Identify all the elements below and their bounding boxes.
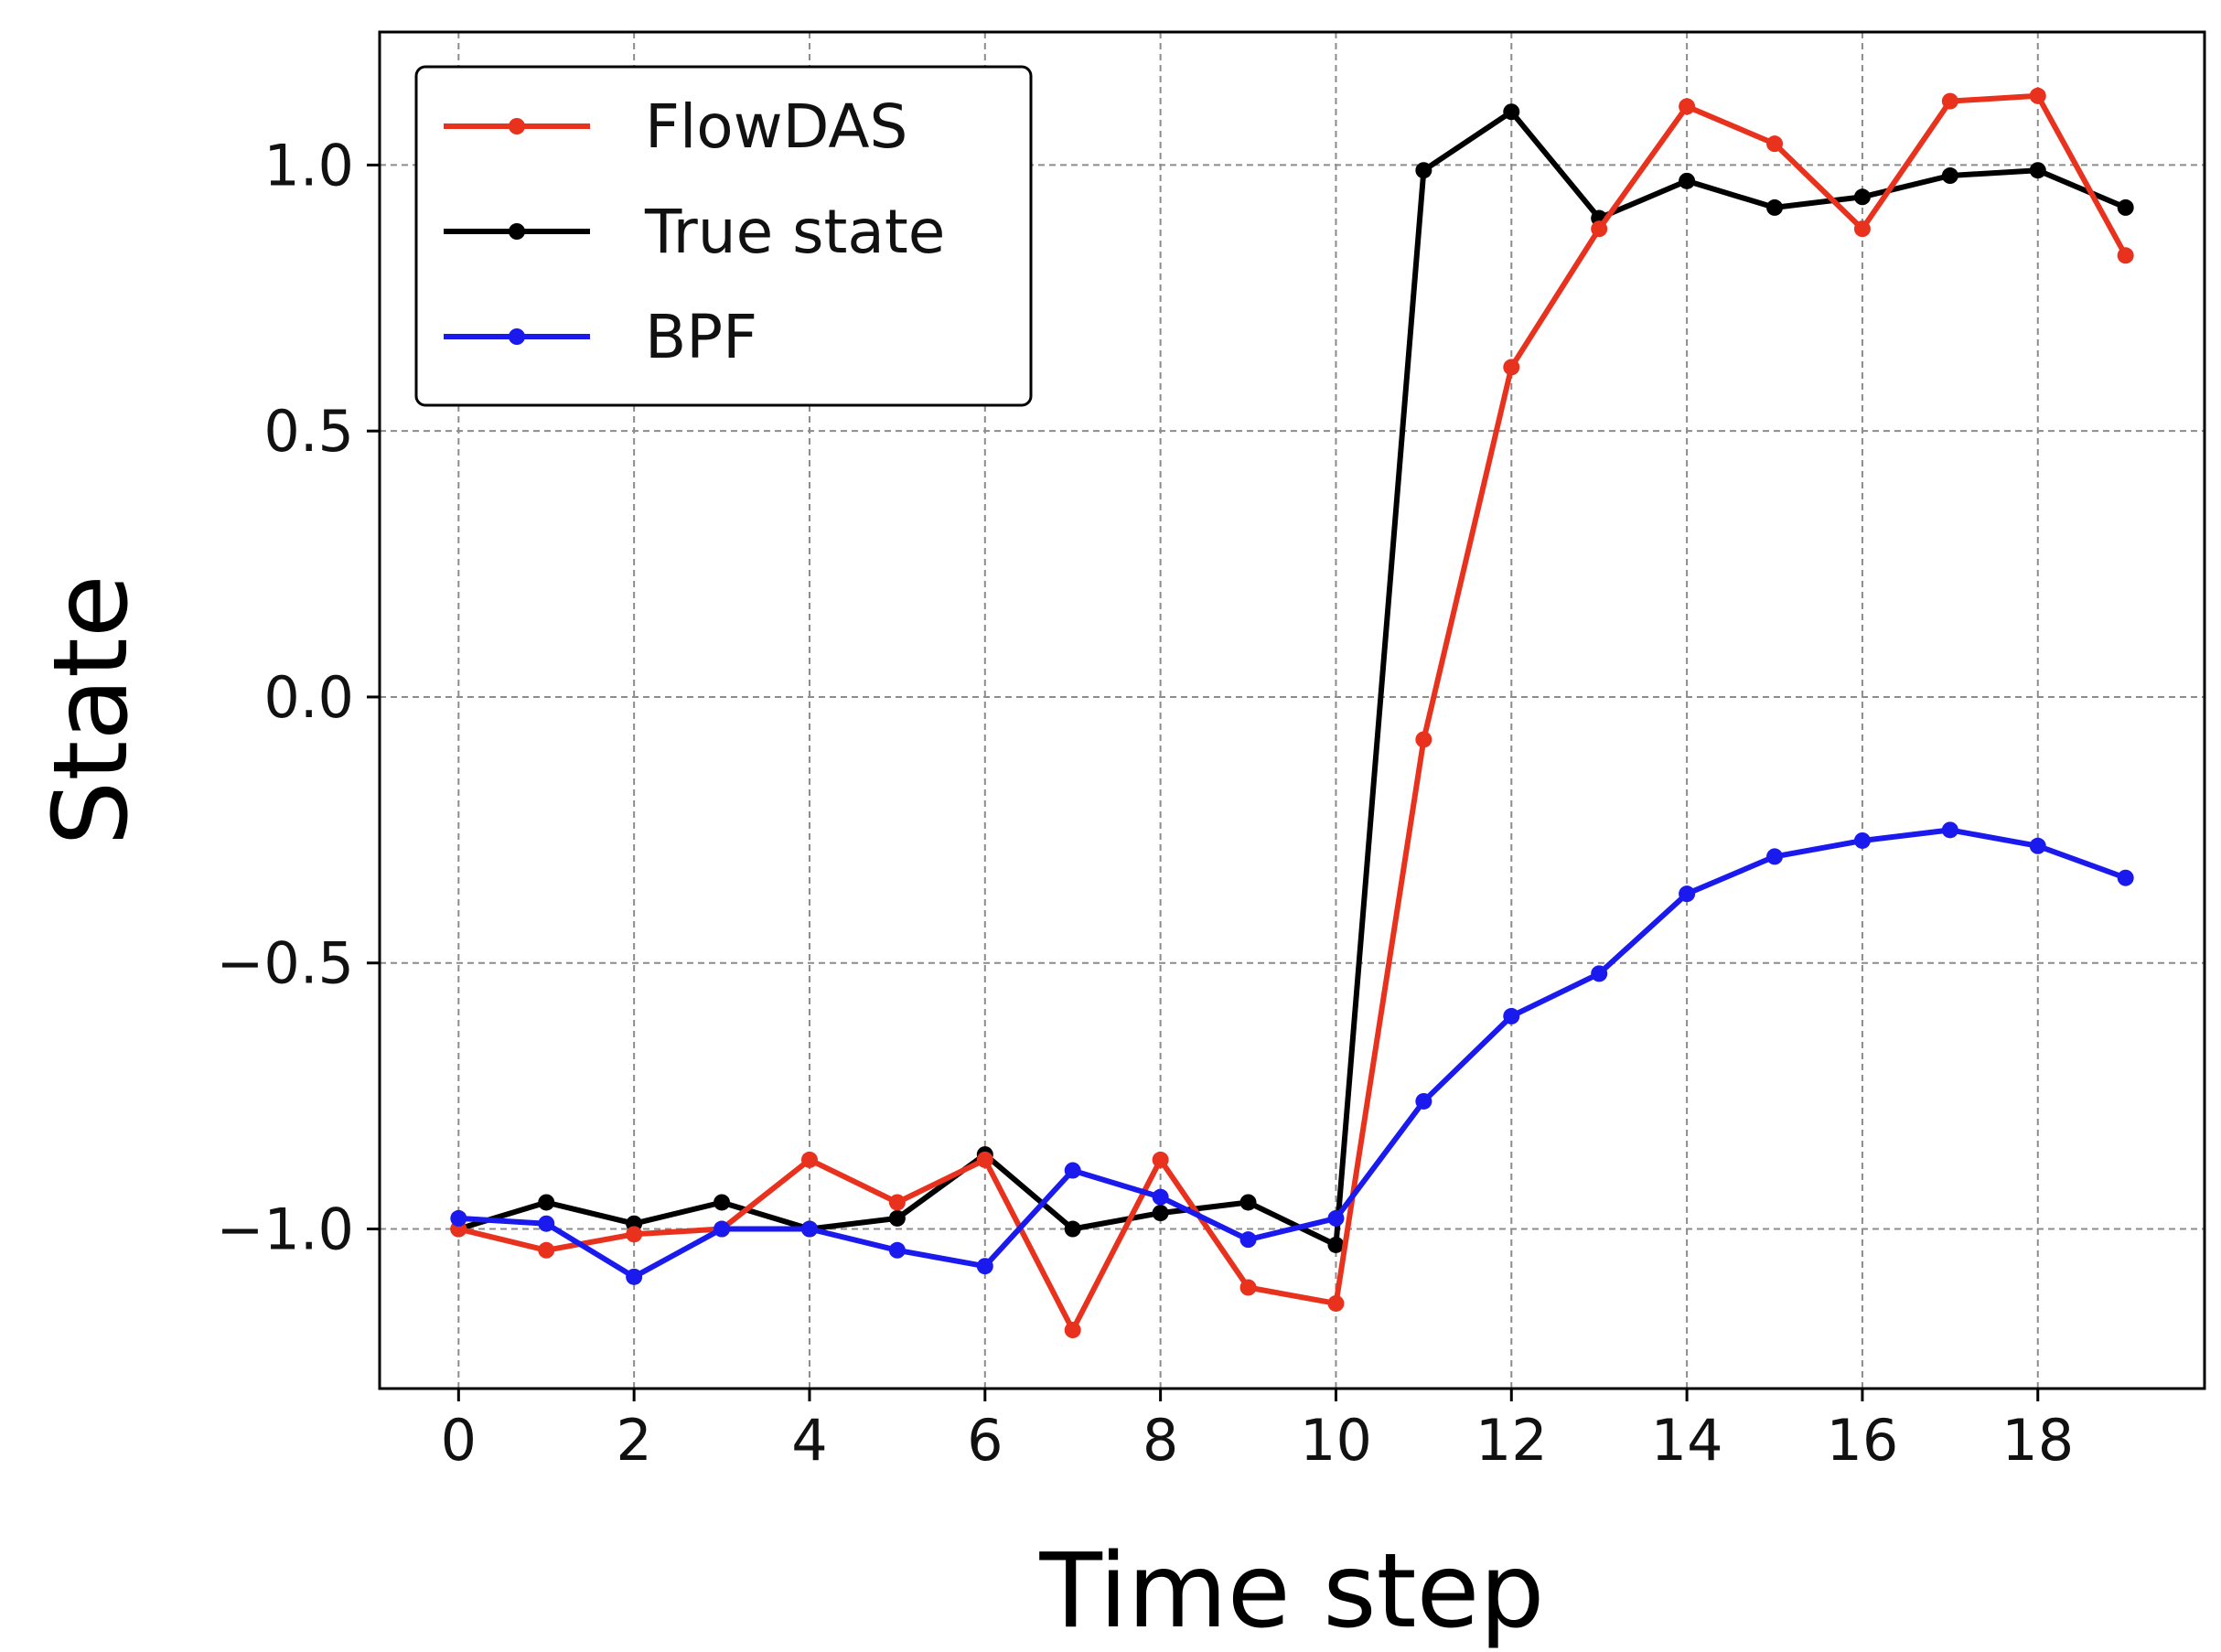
- data-point-flowdas: [1679, 98, 1696, 115]
- legend: FlowDAS True state BPF: [414, 65, 1033, 407]
- x-tick-label: 12: [1475, 1407, 1548, 1474]
- series-layer: [450, 87, 2134, 1339]
- data-point-flowdas: [1152, 1151, 1169, 1168]
- x-tick-label: 2: [616, 1407, 651, 1474]
- x-tick-label: 0: [441, 1407, 477, 1474]
- data-point-flowdas: [1415, 731, 1432, 748]
- data-point-bpf: [1503, 1007, 1520, 1024]
- legend-box: [414, 65, 1033, 407]
- legend-marker-true-state: [509, 223, 525, 240]
- series-line-flowdas: [457, 92, 2129, 1333]
- data-point-flowdas: [976, 1151, 993, 1168]
- data-point-bpf: [976, 1258, 993, 1275]
- data-point-bpf: [888, 1241, 906, 1259]
- data-point-flowdas: [800, 1151, 818, 1168]
- data-point-flowdas: [888, 1194, 906, 1211]
- data-point-bpf: [450, 1209, 467, 1227]
- data-point-true-state: [2029, 162, 2046, 179]
- data-point-bpf: [2029, 837, 2046, 854]
- data-point-bpf: [1327, 1209, 1345, 1227]
- data-point-bpf: [1853, 831, 1871, 849]
- y-tick-label: 1.0: [263, 132, 354, 198]
- data-point-bpf: [714, 1220, 731, 1238]
- axis-ticks: 0 2 4 6 8 10 12 14 16 18 1.0 0.5 0.0 −0.5 −1.0: [216, 132, 2074, 1474]
- data-point-bpf: [626, 1268, 643, 1285]
- y-axis-title: State: [32, 574, 151, 845]
- data-point-true-state: [1327, 1236, 1345, 1253]
- data-point-flowdas: [626, 1226, 643, 1243]
- legend-item-flowdas: FlowDAS: [444, 91, 907, 162]
- legend-item-true-state: True state: [444, 197, 945, 267]
- x-tick-label: 6: [967, 1407, 1003, 1474]
- x-tick-label: 16: [1826, 1407, 1898, 1474]
- data-point-bpf: [1415, 1092, 1432, 1110]
- data-point-flowdas: [538, 1241, 555, 1259]
- x-tick-label: 8: [1143, 1407, 1178, 1474]
- data-point-flowdas: [2029, 87, 2046, 104]
- x-tick-label: 14: [1651, 1407, 1723, 1474]
- legend-label-flowdas: FlowDAS: [645, 91, 907, 162]
- data-point-true-state: [888, 1209, 906, 1227]
- series-line-bpf: [458, 827, 2127, 1280]
- data-point-true-state: [1064, 1220, 1081, 1238]
- data-point-flowdas: [1766, 135, 1784, 153]
- data-point-bpf: [1239, 1231, 1257, 1249]
- x-tick-label: 4: [791, 1407, 827, 1474]
- x-tick-label: 10: [1300, 1407, 1372, 1474]
- legend-item-bpf: BPF: [444, 302, 757, 372]
- y-tick-label: −1.0: [216, 1196, 354, 1263]
- data-point-true-state: [538, 1194, 555, 1211]
- data-point-true-state: [1766, 198, 1784, 216]
- data-point-bpf: [1941, 821, 1958, 839]
- legend-label-true-state: True state: [644, 197, 945, 267]
- y-tick-label: −0.5: [216, 930, 354, 997]
- data-point-bpf: [2117, 869, 2134, 886]
- data-point-true-state: [1941, 167, 1958, 185]
- data-point-flowdas: [1941, 92, 1958, 110]
- data-point-flowdas: [1853, 220, 1871, 238]
- data-point-true-state: [1239, 1194, 1257, 1211]
- series-line-true-state: [457, 109, 2127, 1248]
- plot-frame: [378, 30, 2206, 1390]
- legend-marker-flowdas: [509, 118, 525, 134]
- legend-marker-bpf: [509, 328, 525, 345]
- x-tick-label: 18: [2001, 1407, 2074, 1474]
- data-point-flowdas: [1591, 220, 1608, 238]
- data-point-true-state: [1152, 1205, 1169, 1222]
- legend-label-bpf: BPF: [645, 302, 757, 372]
- data-point-flowdas: [1327, 1294, 1345, 1312]
- data-point-true-state: [2117, 198, 2134, 216]
- data-point-bpf: [1064, 1162, 1081, 1179]
- data-point-true-state: [714, 1194, 731, 1211]
- x-axis-title: Time step: [1039, 1532, 1545, 1651]
- data-point-bpf: [538, 1215, 555, 1232]
- data-point-bpf: [800, 1220, 818, 1238]
- data-point-bpf: [1679, 885, 1696, 903]
- data-point-flowdas: [1503, 359, 1520, 376]
- data-point-bpf: [1591, 965, 1608, 982]
- data-point-true-state: [1679, 172, 1696, 189]
- y-tick-label: 0.5: [263, 398, 354, 465]
- data-point-true-state: [1415, 162, 1432, 179]
- data-point-bpf: [1152, 1188, 1169, 1206]
- grid: [380, 32, 2205, 1389]
- data-point-flowdas: [2117, 247, 2134, 264]
- data-point-bpf: [1766, 848, 1784, 865]
- y-tick-label: 0.0: [263, 664, 354, 731]
- data-point-true-state: [1503, 103, 1520, 121]
- data-point-flowdas: [1064, 1322, 1081, 1339]
- data-point-flowdas: [1239, 1279, 1257, 1296]
- series-bpf: [450, 821, 2134, 1285]
- data-point-true-state: [1853, 188, 1871, 206]
